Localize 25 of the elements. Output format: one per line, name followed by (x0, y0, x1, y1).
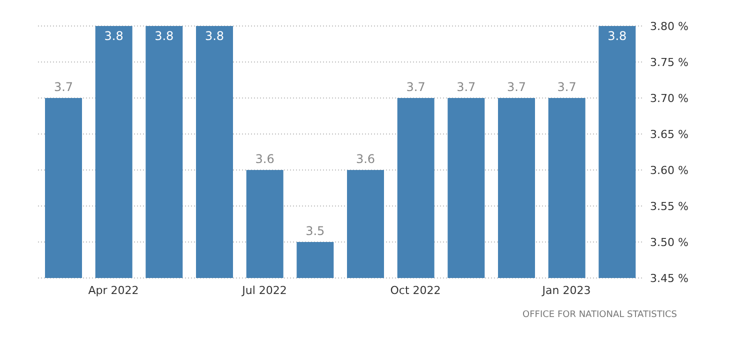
x-tick-label: Apr 2022 (88, 284, 139, 297)
x-tick-label: Jan 2023 (541, 284, 591, 297)
data-label: 3.6 (255, 152, 274, 166)
y-tick-label: 3.50 % (650, 236, 688, 249)
data-label: 3.8 (204, 29, 224, 43)
y-tick-label: 3.75 % (650, 56, 688, 69)
data-label: 3.6 (356, 152, 376, 166)
data-label: 3.7 (557, 80, 576, 94)
data-label: 3.8 (608, 29, 627, 43)
data-label: 3.7 (456, 80, 476, 94)
y-tick-label: 3.60 % (650, 164, 688, 177)
y-tick-label: 3.70 % (650, 92, 688, 105)
x-tick-label: Jul 2022 (241, 284, 287, 297)
x-tick-label: Oct 2022 (390, 284, 441, 297)
y-tick-label: 3.65 % (650, 128, 688, 141)
data-label: 3.5 (306, 224, 325, 238)
y-tick-label: 3.45 % (650, 272, 688, 285)
data-label: 3.7 (506, 80, 526, 94)
y-tick-label: 3.80 % (650, 20, 688, 33)
data-label: 3.8 (154, 29, 174, 43)
text: OFFICE FOR NATIONAL STATISTICS (522, 310, 678, 320)
data-label: 3.7 (54, 80, 74, 94)
y-tick-label: 3.55 % (650, 200, 688, 213)
data-label: 3.8 (104, 29, 124, 43)
data-label: 3.7 (406, 80, 426, 94)
